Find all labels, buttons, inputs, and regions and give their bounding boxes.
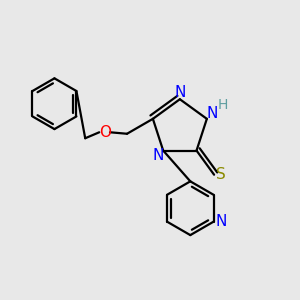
Text: N: N	[215, 214, 227, 229]
Text: N: N	[174, 85, 185, 100]
Text: N: N	[206, 106, 218, 121]
Text: S: S	[216, 167, 226, 182]
Text: O: O	[99, 125, 111, 140]
Text: H: H	[218, 98, 229, 112]
Text: N: N	[152, 148, 164, 164]
